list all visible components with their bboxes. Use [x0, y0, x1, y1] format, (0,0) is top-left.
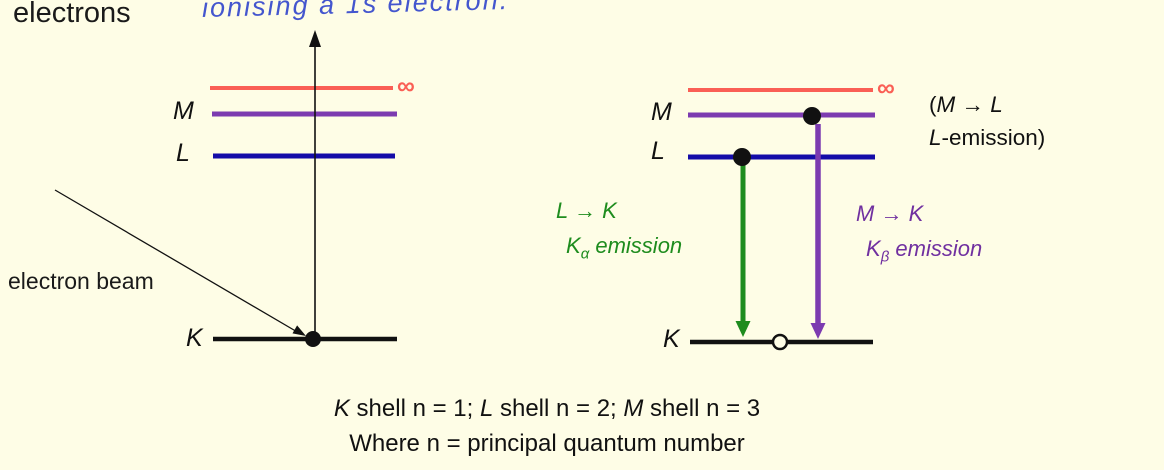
k-alpha-emission-text: Kα emission [566, 233, 683, 263]
right-k-vacancy-circle [771, 333, 789, 351]
shell-definition-caption: K shell n = 1; L shell n = 2; M shell n … [280, 391, 814, 461]
k-beta-emission-text: Kβ emission [866, 236, 983, 266]
left-m-shell-label: M [173, 97, 194, 125]
left-k-shell-label: K [186, 324, 203, 352]
right-infinity-symbol: ∞ [877, 74, 895, 102]
shell-numbers-line: K shell n = 1; L shell n = 2; M shell n … [333, 395, 761, 422]
l-to-k-emission-label: L → K Kα emission [556, 193, 682, 271]
m-to-k-line1: M → K [856, 201, 924, 226]
right-m-electron-dot [803, 107, 821, 125]
right-l-shell-label: L [651, 137, 665, 165]
right-m-shell-label: M [651, 98, 672, 126]
electrons-label: electrons [13, 0, 131, 29]
m-to-k-emission-label: M → K Kβ emission [856, 196, 982, 274]
m-to-l-note-line1: (M → L [929, 92, 1003, 117]
left-l-shell-label: L [176, 139, 190, 167]
left-k-electron-dot [305, 331, 321, 347]
electron-beam-line [54, 189, 300, 334]
beta-subscript: β [880, 248, 890, 266]
l-to-k-arrowhead-icon [735, 321, 751, 337]
l-to-k-line1: L → K [556, 198, 617, 223]
left-infinity-symbol: ∞ [397, 72, 415, 100]
m-to-k-arrowhead-icon [810, 323, 826, 339]
electron-beam-arrowhead-icon [292, 325, 306, 336]
m-to-l-emission-note: (M → L L-emission) [929, 88, 1045, 154]
alpha-subscript: α [580, 245, 590, 263]
electron-beam-label: electron beam [8, 268, 154, 294]
right-l-electron-dot [733, 148, 751, 166]
ionisation-arrowhead-icon [309, 30, 321, 47]
right-k-shell-label: K [663, 325, 680, 353]
m-to-l-note-line2: L-emission) [929, 125, 1046, 150]
quantum-number-line: Where n = principal quantum number [349, 430, 745, 457]
